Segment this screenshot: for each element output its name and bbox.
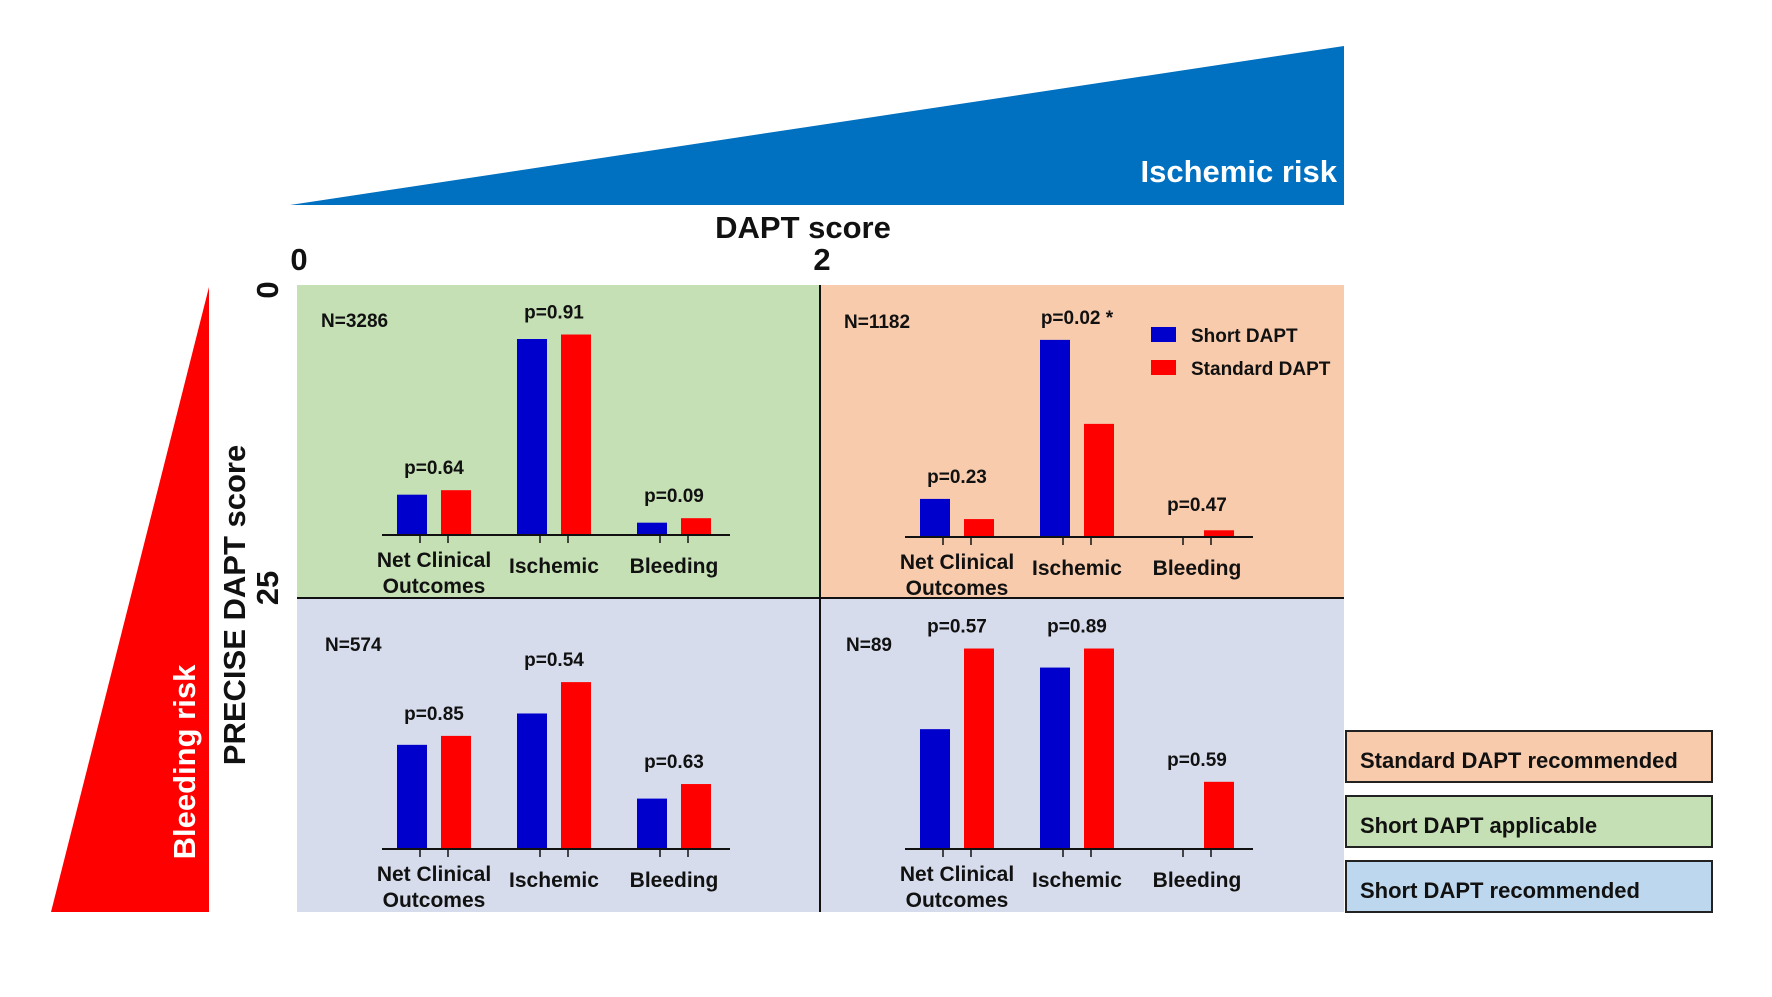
y-tick-0: 0 <box>250 281 285 298</box>
p-value-bottom-right-1: p=0.89 <box>1047 617 1107 638</box>
category-label-top-left-0-0: Net Clinical <box>377 549 491 572</box>
category-label-bottom-right-1-0: Ischemic <box>1032 869 1122 892</box>
y-tick-25: 25 <box>250 571 285 605</box>
bar-bottom-right-1-short <box>1040 667 1070 849</box>
bar-top-right-0-standard <box>964 519 994 537</box>
p-value-bottom-right-0: p=0.57 <box>927 617 987 638</box>
p-value-top-right-0: p=0.23 <box>927 467 987 488</box>
bar-bottom-right-0-short <box>920 729 950 849</box>
bar-bottom-left-0-standard <box>441 735 471 849</box>
panel-n-label-bottom-left: N=574 <box>325 635 382 656</box>
panel-background-bottom-left <box>297 598 820 912</box>
legend-label-short-dapt: Short DAPT <box>1191 326 1298 347</box>
recommendation-box-short-recommended <box>1345 860 1713 913</box>
category-label-bottom-left-2-0: Bleeding <box>630 869 719 892</box>
p-value-top-left-0: p=0.64 <box>404 458 464 479</box>
y-axis-title: PRECISE DAPT score <box>217 445 252 765</box>
category-label-top-left-1-0: Ischemic <box>509 555 599 578</box>
recommendation-box-standard-recommended <box>1345 730 1713 783</box>
panel-background-bottom-right <box>820 598 1344 912</box>
bar-top-left-0-short <box>397 494 427 535</box>
bar-top-left-1-standard <box>561 334 591 535</box>
bar-bottom-left-2-standard <box>681 784 711 849</box>
bar-bottom-left-1-short <box>517 713 547 849</box>
bar-top-left-1-short <box>517 339 547 535</box>
bar-top-right-1-short <box>1040 339 1070 537</box>
recommendation-key: Standard DAPT recommended Short DAPT app… <box>1345 730 1713 913</box>
bar-top-left-2-standard <box>681 518 711 535</box>
bar-top-left-2-short <box>637 522 667 535</box>
p-value-top-left-2: p=0.09 <box>644 486 704 507</box>
panel-background-top-left <box>297 285 820 598</box>
recommendation-box-short-applicable <box>1345 795 1713 848</box>
p-value-bottom-left-2: p=0.63 <box>644 752 704 773</box>
bar-top-right-0-short <box>920 498 950 537</box>
legend-swatch-short-dapt <box>1151 327 1176 342</box>
panel-n-label-top-right: N=1182 <box>844 312 910 333</box>
p-value-bottom-right-2: p=0.59 <box>1167 750 1227 771</box>
panel-background-top-right <box>820 285 1344 598</box>
bar-bottom-right-1-standard <box>1084 648 1114 849</box>
bar-bottom-left-0-short <box>397 744 427 849</box>
bar-top-right-2-standard <box>1204 530 1234 537</box>
category-label-top-right-0-1: Outcomes <box>906 577 1009 600</box>
panels: N=3286 p=0.64 Net Clinical Outcomes p=0.91 Is… <box>297 285 1344 912</box>
bar-bottom-right-2-standard <box>1204 781 1234 849</box>
category-label-top-left-0-1: Outcomes <box>383 575 486 598</box>
bar-bottom-left-1-standard <box>561 682 591 849</box>
ischemic-risk-wedge <box>290 46 1344 205</box>
bleeding-risk-label: Bleeding risk <box>167 664 202 859</box>
category-label-top-left-2-0: Bleeding <box>630 555 719 578</box>
p-value-top-right-2: p=0.47 <box>1167 495 1227 516</box>
x-tick-2: 2 <box>813 242 830 277</box>
p-value-top-left-1: p=0.91 <box>524 303 584 324</box>
p-value-top-right-1: p=0.02 * <box>1041 308 1114 329</box>
recommendation-label-standard-recommended: Standard DAPT recommended <box>1360 748 1678 773</box>
recommendation-label-short-recommended: Short DAPT recommended <box>1360 878 1640 903</box>
panel-n-label-bottom-right: N=89 <box>846 635 892 656</box>
legend: Short DAPT Standard DAPT <box>1151 326 1331 380</box>
panel-n-label-top-left: N=3286 <box>321 311 388 332</box>
category-label-top-right-2-0: Bleeding <box>1153 557 1242 580</box>
legend-label-standard-dapt: Standard DAPT <box>1191 359 1331 380</box>
category-label-bottom-left-0-0: Net Clinical <box>377 863 491 886</box>
bleeding-risk-wedge <box>51 287 209 912</box>
recommendation-label-short-applicable: Short DAPT applicable <box>1360 813 1597 838</box>
category-label-bottom-right-0-1: Outcomes <box>906 889 1009 912</box>
category-label-bottom-right-2-0: Bleeding <box>1153 869 1242 892</box>
ischemic-risk-label: Ischemic risk <box>1141 154 1338 189</box>
x-tick-0: 0 <box>290 242 307 277</box>
p-value-bottom-left-0: p=0.85 <box>404 704 464 725</box>
x-axis-title: DAPT score <box>715 210 891 245</box>
category-label-bottom-left-1-0: Ischemic <box>509 869 599 892</box>
category-label-bottom-left-0-1: Outcomes <box>383 889 486 912</box>
bar-bottom-right-0-standard <box>964 648 994 849</box>
category-label-bottom-right-0-0: Net Clinical <box>900 863 1014 886</box>
bar-bottom-left-2-short <box>637 798 667 849</box>
bar-top-right-1-standard <box>1084 423 1114 537</box>
category-label-top-right-0-0: Net Clinical <box>900 551 1014 574</box>
bar-top-left-0-standard <box>441 490 471 535</box>
p-value-bottom-left-1: p=0.54 <box>524 650 584 671</box>
category-label-top-right-1-0: Ischemic <box>1032 557 1122 580</box>
legend-swatch-standard-dapt <box>1151 360 1176 375</box>
